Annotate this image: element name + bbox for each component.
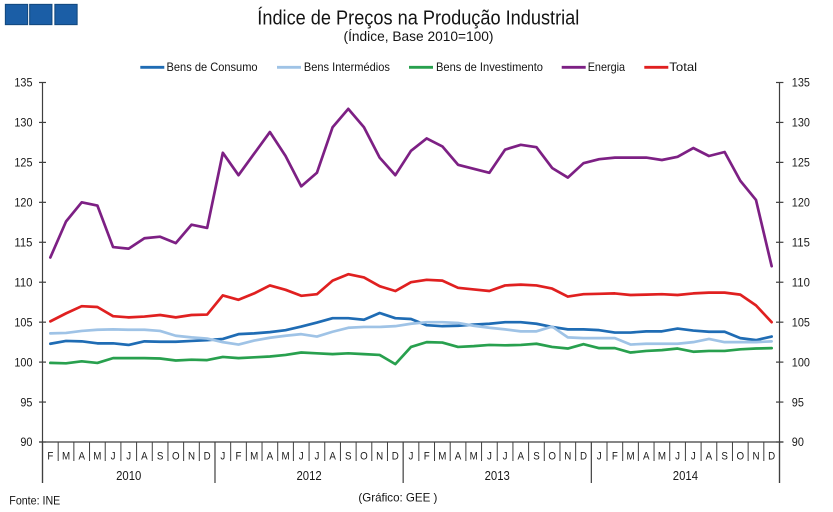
svg-text:A: A (706, 451, 713, 463)
svg-text:J: J (220, 451, 225, 463)
svg-text:S: S (533, 451, 540, 463)
svg-text:105: 105 (792, 315, 810, 329)
svg-text:A: A (78, 451, 85, 463)
svg-text:D: D (204, 451, 211, 463)
svg-text:J: J (487, 451, 492, 463)
svg-text:F: F (47, 451, 53, 463)
svg-text:130: 130 (792, 116, 810, 130)
svg-text:125: 125 (792, 156, 810, 170)
svg-text:M: M (93, 451, 101, 463)
svg-text:J: J (597, 451, 602, 463)
svg-text:S: S (721, 451, 728, 463)
svg-text:J: J (675, 451, 680, 463)
svg-text:A: A (643, 451, 650, 463)
svg-text:M: M (470, 451, 478, 463)
svg-text:J: J (409, 451, 414, 463)
svg-text:M: M (281, 451, 289, 463)
svg-text:Fonte: INE: Fonte: INE (9, 493, 60, 507)
svg-text:S: S (157, 451, 164, 463)
svg-text:J: J (503, 451, 508, 463)
svg-text:N: N (376, 451, 383, 463)
svg-text:Bens de Consumo: Bens de Consumo (167, 60, 258, 74)
svg-text:95: 95 (792, 395, 804, 409)
svg-text:135: 135 (792, 76, 810, 90)
svg-text:F: F (424, 451, 430, 463)
svg-text:120: 120 (14, 196, 32, 210)
svg-text:F: F (236, 451, 242, 463)
svg-text:110: 110 (14, 275, 32, 289)
svg-text:(Índice, Base 2010=100): (Índice, Base 2010=100) (344, 28, 494, 44)
svg-text:M: M (438, 451, 446, 463)
svg-text:D: D (392, 451, 399, 463)
svg-text:O: O (548, 451, 556, 463)
svg-text:125: 125 (14, 156, 32, 170)
svg-text:105: 105 (14, 315, 32, 329)
svg-text:Bens Intermédios: Bens Intermédios (304, 60, 390, 74)
svg-text:D: D (580, 451, 587, 463)
svg-text:M: M (250, 451, 258, 463)
svg-text:J: J (299, 451, 304, 463)
svg-text:2010: 2010 (116, 469, 141, 483)
svg-text:A: A (518, 451, 525, 463)
svg-text:120: 120 (792, 196, 810, 210)
svg-text:S: S (345, 451, 352, 463)
svg-text:100: 100 (14, 355, 32, 369)
svg-text:115: 115 (14, 235, 32, 249)
svg-text:N: N (752, 451, 759, 463)
svg-text:Bens de Investimento: Bens de Investimento (436, 60, 543, 74)
svg-text:O: O (172, 451, 180, 463)
svg-text:A: A (455, 451, 462, 463)
svg-text:2012: 2012 (297, 469, 322, 483)
svg-text:Total: Total (669, 60, 697, 74)
svg-text:2013: 2013 (485, 469, 510, 483)
svg-text:J: J (314, 451, 319, 463)
svg-text:A: A (141, 451, 148, 463)
svg-text:O: O (737, 451, 745, 463)
svg-text:135: 135 (14, 76, 32, 90)
svg-text:F: F (612, 451, 618, 463)
svg-text:N: N (564, 451, 571, 463)
svg-text:A: A (329, 451, 336, 463)
svg-text:N: N (188, 451, 195, 463)
svg-text:J: J (126, 451, 131, 463)
svg-text:A: A (267, 451, 274, 463)
svg-text:110: 110 (792, 275, 810, 289)
svg-text:M: M (658, 451, 666, 463)
svg-text:130: 130 (14, 116, 32, 130)
svg-text:115: 115 (792, 235, 810, 249)
svg-text:95: 95 (20, 395, 32, 409)
svg-text:2014: 2014 (673, 469, 698, 483)
svg-text:M: M (62, 451, 70, 463)
svg-text:Energia: Energia (588, 60, 626, 74)
svg-text:(Gráfico: GEE ): (Gráfico: GEE ) (358, 490, 437, 504)
svg-text:90: 90 (20, 435, 32, 449)
svg-text:O: O (360, 451, 368, 463)
svg-text:J: J (111, 451, 116, 463)
svg-text:M: M (626, 451, 634, 463)
svg-text:90: 90 (792, 435, 804, 449)
svg-text:D: D (768, 451, 775, 463)
svg-text:J: J (691, 451, 696, 463)
svg-text:Índice de Preços na Produção I: Índice de Preços na Produção Industrial (257, 6, 579, 29)
svg-text:100: 100 (792, 355, 810, 369)
